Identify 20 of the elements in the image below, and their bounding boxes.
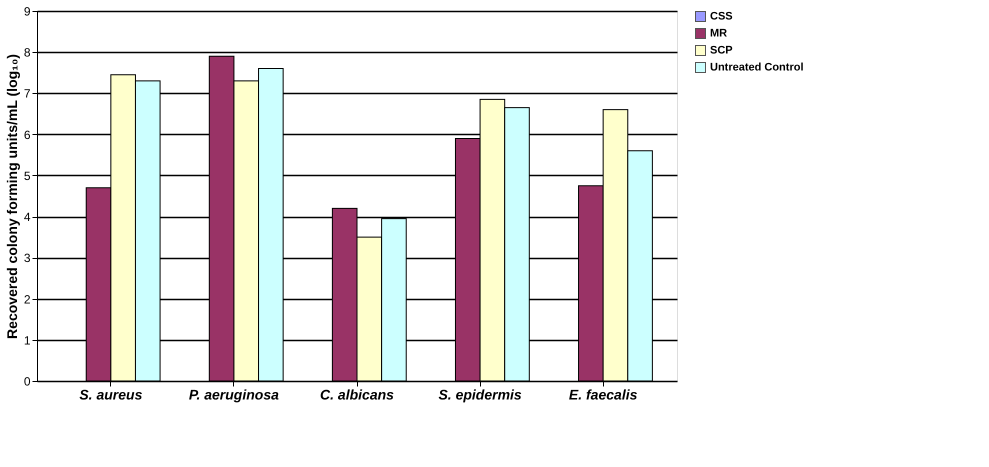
y-tick-label: 3 bbox=[24, 251, 31, 266]
y-tick-label: 4 bbox=[24, 210, 31, 224]
y-tick-label: 9 bbox=[24, 4, 31, 18]
y-tick-label: 2 bbox=[24, 292, 31, 306]
y-tick-label: 1 bbox=[24, 333, 31, 348]
y-tick-label: 6 bbox=[24, 128, 31, 142]
x-tick-label: S. epidermis bbox=[438, 386, 522, 402]
y-tick-label: 5 bbox=[24, 168, 31, 183]
legend-label: Untreated Control bbox=[710, 62, 804, 74]
y-tick-label: 0 bbox=[24, 374, 31, 388]
legend-label: CSS bbox=[710, 10, 733, 22]
y-axis-title: Recovered colony forming units/mL (log₁₀) bbox=[4, 54, 20, 339]
y-tick-label: 8 bbox=[24, 46, 31, 60]
y-tick-label: 7 bbox=[24, 86, 31, 101]
x-tick-label: C. albicans bbox=[320, 386, 394, 402]
x-tick-label: P. aeruginosa bbox=[188, 386, 280, 402]
legend-label: SCP bbox=[710, 44, 733, 56]
x-tick-label: S. aureus bbox=[79, 386, 143, 402]
legend-label: MR bbox=[710, 28, 728, 40]
x-tick-label: E. faecalis bbox=[568, 386, 638, 402]
